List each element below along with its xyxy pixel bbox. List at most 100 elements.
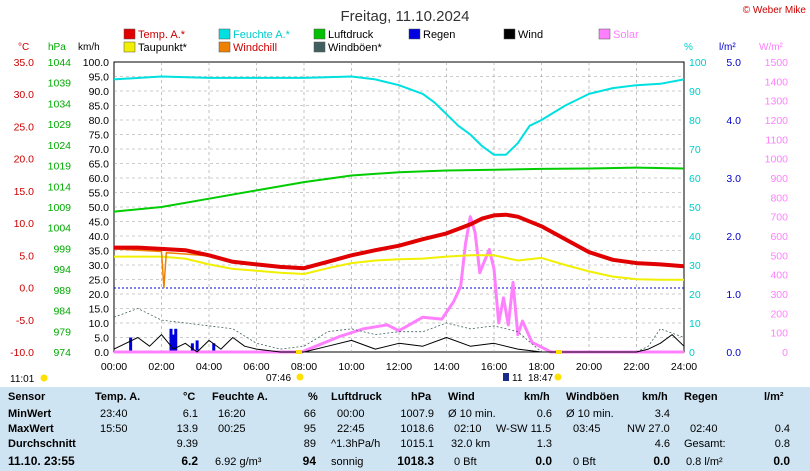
press-tick: 1029 <box>48 119 72 131</box>
temperature-line <box>114 212 685 271</box>
legend-swatch <box>123 28 136 40</box>
wind-line <box>113 334 685 353</box>
rain-bar <box>212 343 216 352</box>
hum-tick: 70 <box>689 144 701 156</box>
wind-header: Wind <box>448 391 475 403</box>
legend-swatch <box>218 41 231 53</box>
temp-max: 13.9 <box>176 423 198 435</box>
gust-avg: 4.6 <box>654 438 670 450</box>
press-tick: 994 <box>53 264 71 276</box>
hum-tick: 0 <box>689 347 695 359</box>
rain-header: Regen <box>684 391 718 403</box>
hum-tick: 90 <box>689 86 701 98</box>
humidity-line <box>113 75 685 156</box>
temp-max-time: 15:50 <box>100 423 128 435</box>
x-tick: 06:00 <box>243 361 269 373</box>
stats-row-label: MaxWert <box>8 423 54 435</box>
press-tick: 1004 <box>48 223 72 235</box>
wind-max: W-SW 11.5 <box>496 423 552 435</box>
press-tick: 999 <box>53 243 71 255</box>
x-tick: 16:00 <box>481 361 507 373</box>
hum-min-time: 16:20 <box>218 408 246 420</box>
rain-bar <box>190 343 194 352</box>
moon-icon <box>503 373 509 381</box>
windchill-line <box>113 248 210 289</box>
press-state: sonnig <box>331 456 364 468</box>
grid <box>114 62 684 352</box>
stats-table: Sensor MinWert MaxWert Durchschnitt 11.1… <box>0 387 810 471</box>
stats-row-label: Durchschnitt <box>8 438 76 450</box>
sunset-icon <box>554 373 562 381</box>
press-tick: 984 <box>53 306 71 318</box>
solar-tick: 600 <box>770 231 788 243</box>
unit-hum: % <box>684 42 693 53</box>
wind-avg10: 0.6 <box>536 408 552 420</box>
solar-tick: 1200 <box>765 115 789 127</box>
x-tick: 00:00 <box>101 361 127 373</box>
hum-tick: 60 <box>689 173 701 185</box>
dewpoint-line <box>114 254 684 281</box>
wind-avg: 1.3 <box>536 438 552 450</box>
legend-swatch <box>313 41 326 53</box>
gust-avg-label: Ø 10 min. <box>566 408 614 420</box>
press-tick: 1009 <box>48 202 72 214</box>
legend-label: Windchill <box>233 42 277 54</box>
rain-bar <box>169 328 173 352</box>
press-tick: 1024 <box>48 140 72 152</box>
wind-tick: 100.0 <box>83 57 109 69</box>
hum-current: 94 <box>302 454 316 468</box>
solar-tick: 300 <box>770 289 788 301</box>
rain-tick: 3.0 <box>726 173 741 185</box>
unit-temp: °C <box>18 42 29 53</box>
x-tick: 24:00 <box>671 361 697 373</box>
legend-label: Solar <box>613 29 639 41</box>
hum-tick: 80 <box>689 115 701 127</box>
temp-tick: 20.0 <box>14 154 35 166</box>
solar-tick: 1300 <box>765 96 789 108</box>
sunset-prefix-label: 11 <box>512 373 523 384</box>
sunrise-left-label: 11:01 <box>10 374 35 385</box>
rain-tick: 4.0 <box>726 115 741 127</box>
wind-tick: 80.0 <box>89 115 110 127</box>
rain-tick: 5.0 <box>726 57 741 69</box>
wind-tick: 5.0 <box>94 333 109 345</box>
rain-tick: 1.0 <box>726 289 741 301</box>
unit-press: hPa <box>48 42 66 53</box>
rain-max: 0.4 <box>774 423 790 435</box>
temp-min: 6.1 <box>182 408 198 420</box>
copyright-text: © Weber Mike <box>743 5 807 16</box>
press-tick: 979 <box>53 326 71 338</box>
hum-tick: 50 <box>689 202 701 214</box>
press-current: 1018.3 <box>397 454 434 468</box>
solar-line <box>114 215 684 354</box>
x-tick: 10:00 <box>338 361 364 373</box>
hum-avg: 89 <box>303 438 316 450</box>
solar-tick: 500 <box>770 250 788 262</box>
temp-tick: -5.0 <box>16 315 34 327</box>
legend-label: Taupunkt* <box>138 42 188 54</box>
sunset-tick <box>556 350 562 354</box>
hum-max: 95 <box>303 423 316 435</box>
solar-tick: 1100 <box>765 134 788 146</box>
gust-avg10: 3.4 <box>654 408 670 420</box>
x-tick: 08:00 <box>291 361 317 373</box>
pressure-line <box>113 166 685 213</box>
chart-title: Freitag, 11.10.2024 <box>341 8 470 25</box>
legend-label: Windböen* <box>328 42 383 54</box>
press-tick: 1039 <box>48 78 72 90</box>
hum-absolute: 6.92 g/m³ <box>215 456 262 468</box>
solar-tick: 0 <box>782 347 788 359</box>
rain-bar <box>174 328 178 352</box>
temp-current: 6.2 <box>181 454 198 468</box>
hum-tick: 100 <box>689 57 707 69</box>
temp-tick: 5.0 <box>19 250 34 262</box>
sunset-label: 18:47 <box>528 373 553 384</box>
temp-tick: -10.0 <box>10 347 34 359</box>
rain-bar <box>129 337 133 352</box>
x-tick: 02:00 <box>148 361 174 373</box>
wind-current: 0.0 <box>535 454 552 468</box>
rain-total: 0.8 <box>774 438 790 450</box>
legend: Temp. A.* Feuchte A.* Luftdruck Regen Wind So… <box>123 28 639 54</box>
legend-swatch <box>408 28 421 40</box>
wind-tick: 65.0 <box>89 159 110 171</box>
